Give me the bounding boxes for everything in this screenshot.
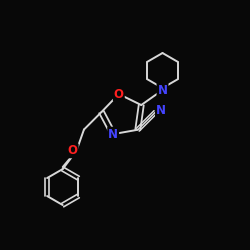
Text: N: N [158,84,168,96]
Text: N: N [108,128,118,140]
Text: O: O [114,88,124,101]
Text: N: N [156,104,166,117]
Text: O: O [68,144,78,157]
